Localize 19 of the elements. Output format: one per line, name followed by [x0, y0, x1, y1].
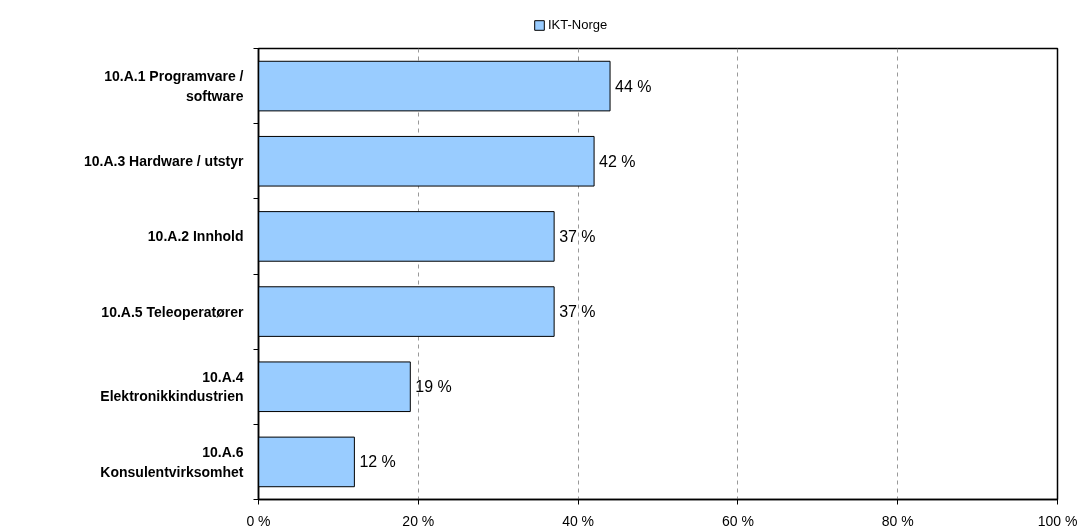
data-label: 42 %	[599, 152, 636, 170]
x-tick-label: 100 %	[1037, 512, 1078, 529]
x-tick-label: 20 %	[402, 512, 435, 529]
x-tick-label: 0 %	[246, 512, 271, 529]
data-label: 37 %	[559, 227, 596, 245]
data-label: 19 %	[415, 378, 452, 396]
y-tick-label: 10.A.5 Teleoperatører	[101, 303, 245, 320]
x-tick-label: 80 %	[881, 512, 914, 529]
x-tick-label: 60 %	[721, 512, 754, 529]
y-tick-label: 10.A.2 Innhold	[147, 228, 244, 245]
y-tick-label: 10.A.4 Elektronikkindustrien	[100, 369, 244, 405]
data-label: 44 %	[615, 77, 652, 95]
data-label: 12 %	[359, 453, 396, 471]
data-label: 37 %	[559, 303, 596, 321]
y-tick-label: 10.A.3 Hardware / utstyr	[83, 153, 245, 170]
legend-label: IKT-Norge	[547, 17, 608, 32]
y-tick-label: 10.A.6 Konsulentvirksomhet	[100, 444, 244, 480]
x-tick-label: 40 %	[562, 512, 595, 529]
y-tick-label: 10.A.1 Programvare / software	[104, 68, 244, 104]
